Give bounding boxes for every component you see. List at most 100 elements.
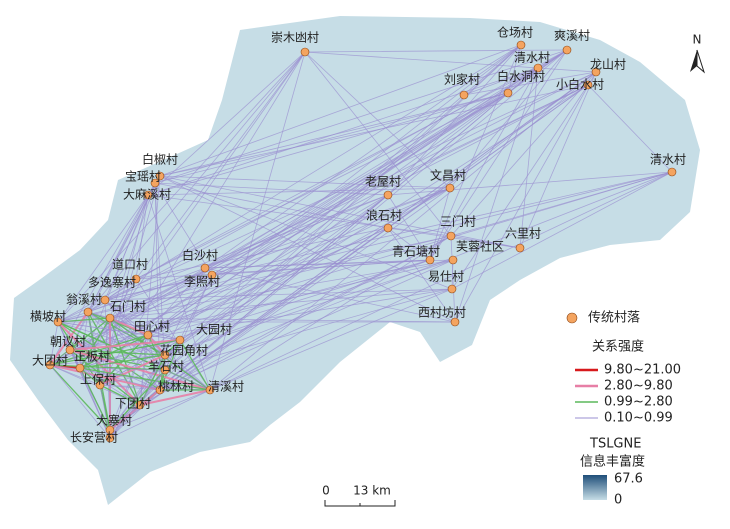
legend-density-title: TSLGNE xyxy=(589,437,641,452)
link xyxy=(211,187,451,276)
link xyxy=(159,259,454,391)
village-point xyxy=(533,63,543,73)
village-label: 正板村 xyxy=(74,350,110,364)
link xyxy=(139,339,181,406)
link xyxy=(135,227,389,280)
village-label: 白水洞村 xyxy=(497,69,545,84)
link xyxy=(451,259,454,290)
legend-village-label: 传统村落 xyxy=(588,311,640,326)
link xyxy=(159,175,451,189)
link xyxy=(159,175,453,290)
link xyxy=(450,235,456,323)
link xyxy=(69,334,149,351)
link xyxy=(463,71,597,96)
village-label: 易仕村 xyxy=(428,270,464,284)
village-label: 仓场村 xyxy=(497,26,533,40)
village-label: 朝议村 xyxy=(50,335,86,349)
link xyxy=(99,384,141,406)
village-point xyxy=(207,270,217,280)
link xyxy=(109,404,141,431)
village-label: 龙山村 xyxy=(590,58,626,72)
link xyxy=(109,49,568,431)
link xyxy=(429,187,451,261)
link xyxy=(147,194,452,237)
legend-strength-label: 0.99~2.80 xyxy=(604,395,673,410)
link xyxy=(147,67,539,336)
legend-density-ramp xyxy=(583,475,607,500)
village-label: 宝瑶村 xyxy=(125,170,161,184)
village-label: 清溪村 xyxy=(208,380,244,394)
village-point xyxy=(65,345,75,355)
legend-density-max: 67.6 xyxy=(614,472,643,487)
link xyxy=(164,84,589,356)
scale-bar: 0 13 km xyxy=(322,484,396,507)
village-point xyxy=(562,45,572,55)
village-label: 长安营村 xyxy=(70,430,118,445)
village-label: 刘家村 xyxy=(444,72,480,87)
north-arrow: N xyxy=(690,33,706,74)
link xyxy=(147,44,522,336)
link xyxy=(69,349,166,356)
link xyxy=(109,317,149,336)
link xyxy=(87,194,149,313)
village-point xyxy=(200,263,210,273)
link xyxy=(79,367,161,391)
link xyxy=(109,354,166,439)
link xyxy=(109,259,454,319)
link xyxy=(104,274,213,301)
link xyxy=(387,227,456,323)
link xyxy=(109,389,161,439)
link xyxy=(204,84,589,269)
village-label: 小白水村 xyxy=(556,77,604,92)
village-point xyxy=(450,317,460,327)
link xyxy=(451,171,673,290)
village-label: 三门村 xyxy=(440,214,476,229)
link xyxy=(204,92,509,269)
link xyxy=(49,364,111,439)
link xyxy=(99,384,211,391)
link xyxy=(209,288,453,391)
village-point xyxy=(105,313,115,323)
link xyxy=(49,364,111,431)
link xyxy=(79,334,149,369)
legend-density-subtitle: 信息丰富度 xyxy=(580,454,645,470)
link xyxy=(87,51,306,313)
link xyxy=(79,354,166,369)
link xyxy=(204,267,456,323)
village-point xyxy=(425,255,435,265)
link xyxy=(147,67,539,196)
link xyxy=(135,278,211,391)
scale-end: 13 km xyxy=(353,484,391,498)
village-label: 老屋村 xyxy=(365,175,401,189)
link xyxy=(109,317,211,391)
link xyxy=(87,278,137,313)
village-label: 芙蓉社区 xyxy=(456,239,504,254)
link xyxy=(587,84,673,173)
village-label: 浪石村 xyxy=(366,208,402,223)
link xyxy=(454,71,597,323)
village-point xyxy=(447,284,457,294)
link xyxy=(79,367,111,431)
link xyxy=(57,317,111,323)
village-label: 大团村 xyxy=(32,354,68,368)
village-label: 上保村 xyxy=(80,373,116,387)
village-label: 青石塘村 xyxy=(392,244,440,259)
village-label: 大园村 xyxy=(196,323,232,337)
village-point xyxy=(155,171,165,181)
link xyxy=(79,367,141,406)
link xyxy=(49,334,149,366)
link xyxy=(164,259,454,356)
link xyxy=(69,349,161,391)
village-label: 清水村 xyxy=(650,153,686,167)
link xyxy=(69,339,181,351)
link xyxy=(79,367,111,439)
link xyxy=(179,339,211,391)
village-point xyxy=(583,80,593,90)
link xyxy=(69,349,211,391)
link xyxy=(49,49,568,366)
link xyxy=(109,235,452,319)
link xyxy=(147,334,166,371)
link xyxy=(109,369,166,431)
